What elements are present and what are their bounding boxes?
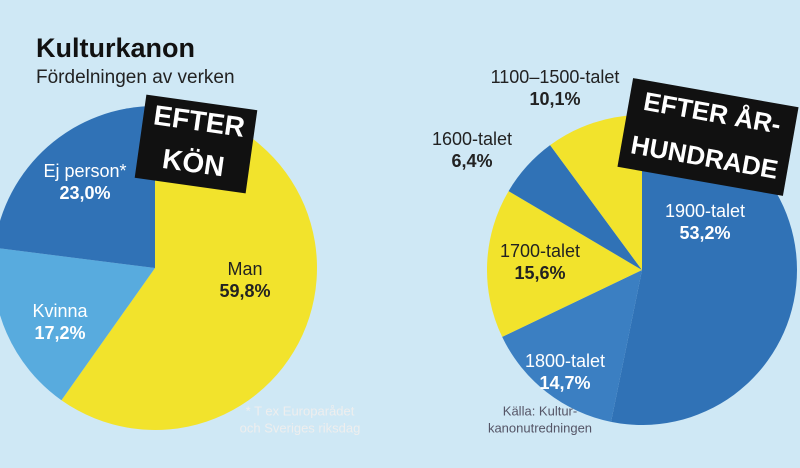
slice-label: 1100–1500-talet	[491, 67, 620, 87]
pie-slice	[502, 270, 642, 422]
pie-slice	[611, 115, 797, 425]
slice-value: 10,1%	[529, 89, 580, 109]
pie-slice	[550, 115, 642, 270]
slice-label: 1800-talet	[525, 351, 605, 371]
slice-label: Kvinna	[32, 301, 88, 321]
pie-slice	[0, 248, 155, 401]
slice-label: 1900-talet	[665, 201, 745, 221]
slice-label: 1600-talet	[432, 129, 512, 149]
title: Kulturkanon	[36, 33, 195, 63]
pie-slice	[61, 106, 317, 430]
source: Källa: Kultur-	[503, 403, 577, 418]
footnote: och Sveriges riksdag	[240, 420, 361, 435]
slice-value: 17,2%	[34, 323, 85, 343]
slice-value: 23,0%	[59, 183, 110, 203]
label-box	[134, 94, 258, 194]
source: kanonutredningen	[488, 420, 592, 435]
slice-value: 15,6%	[514, 263, 565, 283]
pie-slice	[0, 106, 155, 268]
slice-value: 53,2%	[679, 223, 730, 243]
slice-label: Man	[227, 259, 262, 279]
footnote: * T ex Europarådet	[246, 403, 355, 418]
slice-label: 1700-talet	[500, 241, 580, 261]
slice-label: Ej person*	[43, 161, 126, 181]
pie-slice	[508, 145, 642, 270]
slice-value: 14,7%	[539, 373, 590, 393]
subtitle: Fördelningen av verken	[36, 67, 235, 88]
pie-slice	[486, 191, 642, 337]
slice-value: 6,4%	[451, 151, 492, 171]
slice-value: 59,8%	[219, 281, 270, 301]
label-box	[617, 78, 799, 196]
